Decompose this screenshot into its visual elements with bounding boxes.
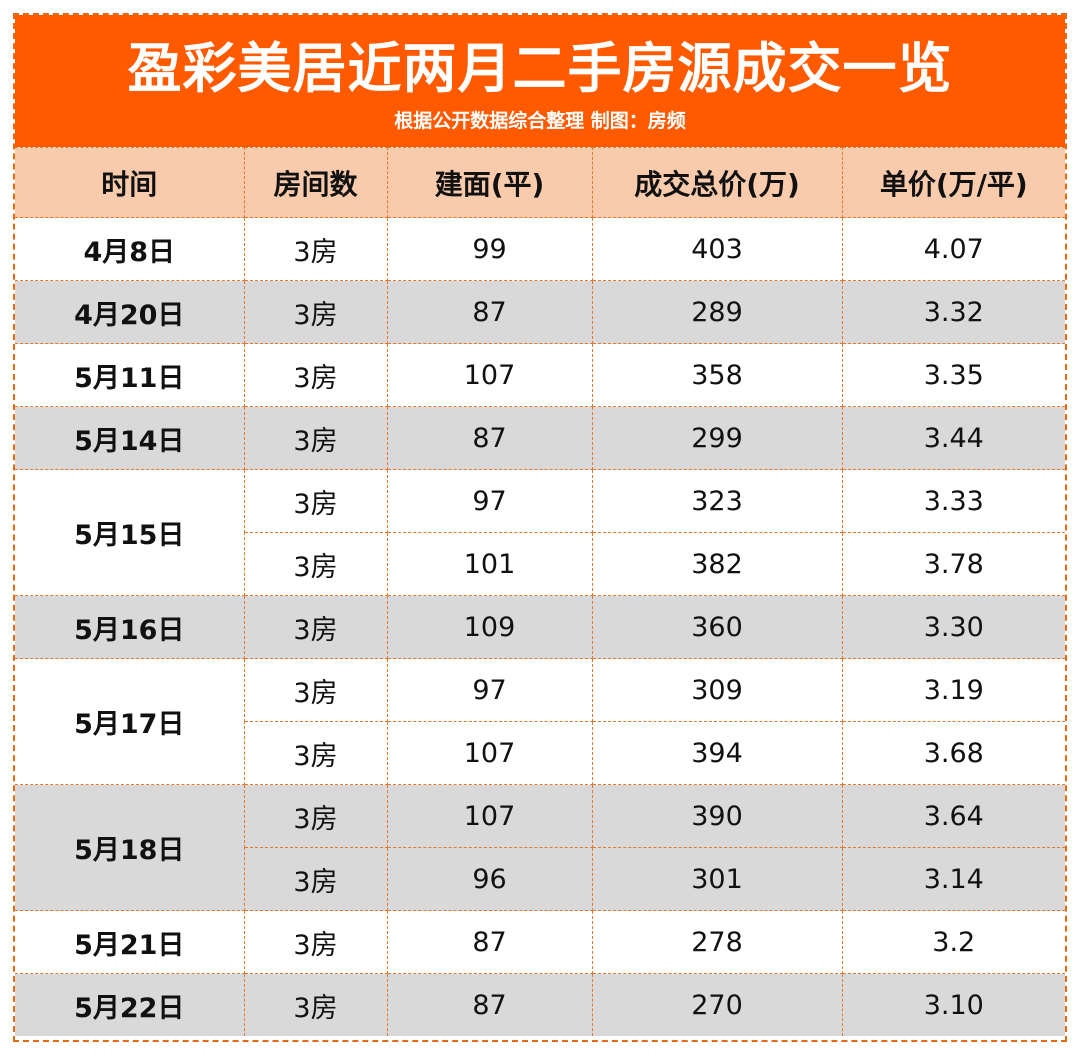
table-row: 5月21日 3房 87 278 3.2 [15, 910, 1065, 974]
table-row: 3房 101 382 3.78 [15, 532, 1065, 596]
cell-rooms: 3房 [243, 784, 388, 848]
cell-rooms: 3房 [244, 532, 388, 596]
cell-area: 87 [386, 406, 593, 470]
cell-total-price: 358 [591, 343, 843, 407]
cell-unit-price: 3.14 [841, 847, 1065, 911]
table-row: 5月14日 3房 87 299 3.44 [15, 406, 1065, 470]
cell-total-price: 394 [591, 721, 843, 785]
cell-rooms: 3房 [244, 721, 388, 785]
table-row: 5月18日 3房 107 390 3.64 [15, 784, 1065, 911]
table-row: 5月11日 3房 107 358 3.35 [15, 343, 1065, 407]
cell-date: 5月16日 [15, 595, 245, 659]
cell-rooms: 3房 [243, 280, 388, 344]
cell-rooms: 3房 [243, 973, 388, 1036]
cell-total-price: 403 [591, 217, 843, 281]
cell-date: 5月14日 [15, 406, 245, 470]
cell-rooms: 3房 [243, 343, 388, 407]
cell-area: 96 [386, 847, 593, 911]
cell-total-price: 289 [591, 280, 843, 344]
cell-rooms: 3房 [243, 406, 388, 470]
cell-rooms: 3房 [244, 847, 388, 911]
cell-unit-price: 3.2 [841, 910, 1065, 974]
table-row: 3房 96 301 3.14 [15, 847, 1065, 911]
table-row: 5月15日 3房 97 323 3.33 [15, 469, 1065, 596]
cell-date: 4月8日 [15, 217, 245, 281]
cell-unit-price: 3.78 [841, 532, 1065, 596]
cell-rooms: 3房 [243, 595, 388, 659]
cell-total-price: 390 [591, 784, 843, 848]
cell-unit-price: 3.19 [841, 658, 1065, 722]
col-header-unit-price: 单价(万/平) [841, 147, 1065, 218]
cell-total-price: 382 [591, 532, 843, 596]
cell-area: 87 [386, 910, 593, 974]
cell-unit-price: 4.07 [841, 217, 1065, 281]
cell-area: 109 [386, 595, 593, 659]
table-row: 4月20日 3房 87 289 3.32 [15, 280, 1065, 344]
col-header-date: 时间 [15, 147, 245, 218]
cell-area: 107 [386, 721, 593, 785]
cell-rooms: 3房 [243, 217, 388, 281]
cell-total-price: 278 [591, 910, 843, 974]
cell-date: 5月17日 [15, 658, 245, 785]
header-row: 时间 房间数 建面(平) 成交总价(万) 单价(万/平) [15, 147, 1065, 218]
table-row: 5月17日 3房 97 309 3.19 [15, 658, 1065, 785]
cell-rooms: 3房 [243, 469, 388, 533]
table-frame: 盈彩美居近两月二手房源成交一览 根据公开数据综合整理 制图：房频 时间 房间数 … [13, 13, 1067, 1042]
cell-date: 5月18日 [15, 784, 245, 911]
cell-unit-price: 3.33 [841, 469, 1065, 533]
col-header-rooms: 房间数 [243, 147, 388, 218]
cell-area: 97 [386, 469, 593, 533]
cell-unit-price: 3.35 [841, 343, 1065, 407]
page-subtitle: 根据公开数据综合整理 制图：房频 [394, 110, 686, 132]
title-banner: 盈彩美居近两月二手房源成交一览 根据公开数据综合整理 制图：房频 [15, 15, 1065, 147]
cell-date: 5月11日 [15, 343, 245, 407]
cell-area: 107 [386, 343, 593, 407]
cell-area: 107 [386, 784, 593, 848]
table-row: 4月8日 3房 99 403 4.07 [15, 217, 1065, 281]
table-row: 5月16日 3房 109 360 3.30 [15, 595, 1065, 659]
cell-total-price: 301 [591, 847, 843, 911]
cell-total-price: 299 [591, 406, 843, 470]
cell-area: 87 [386, 973, 593, 1036]
transactions-table: 时间 房间数 建面(平) 成交总价(万) 单价(万/平) 4月8日 3房 99 403… [15, 147, 1065, 1036]
cell-rooms: 3房 [243, 658, 388, 722]
cell-total-price: 309 [591, 658, 843, 722]
cell-unit-price: 3.44 [841, 406, 1065, 470]
cell-unit-price: 3.30 [841, 595, 1065, 659]
page-title: 盈彩美居近两月二手房源成交一览 [127, 37, 953, 100]
cell-total-price: 270 [591, 973, 843, 1036]
cell-area: 99 [386, 217, 593, 281]
cell-area: 101 [386, 532, 593, 596]
cell-unit-price: 3.68 [841, 721, 1065, 785]
cell-total-price: 360 [591, 595, 843, 659]
table-row: 3房 107 394 3.68 [15, 721, 1065, 785]
table-body: 4月8日 3房 99 403 4.07 4月20日 3房 87 289 3.32 5月11日 3房 10… [15, 217, 1065, 1036]
cell-unit-price: 3.64 [841, 784, 1065, 848]
col-header-area: 建面(平) [386, 147, 593, 218]
cell-rooms: 3房 [243, 910, 388, 974]
cell-unit-price: 3.10 [841, 973, 1065, 1036]
cell-date: 5月21日 [15, 910, 245, 974]
cell-date: 5月22日 [15, 973, 245, 1036]
cell-area: 97 [386, 658, 593, 722]
cell-date: 5月15日 [15, 469, 245, 596]
cell-unit-price: 3.32 [841, 280, 1065, 344]
cell-date: 4月20日 [15, 280, 245, 344]
col-header-total-price: 成交总价(万) [591, 147, 843, 218]
table-row: 5月22日 3房 87 270 3.10 [15, 973, 1065, 1036]
cell-area: 87 [386, 280, 593, 344]
cell-total-price: 323 [591, 469, 843, 533]
